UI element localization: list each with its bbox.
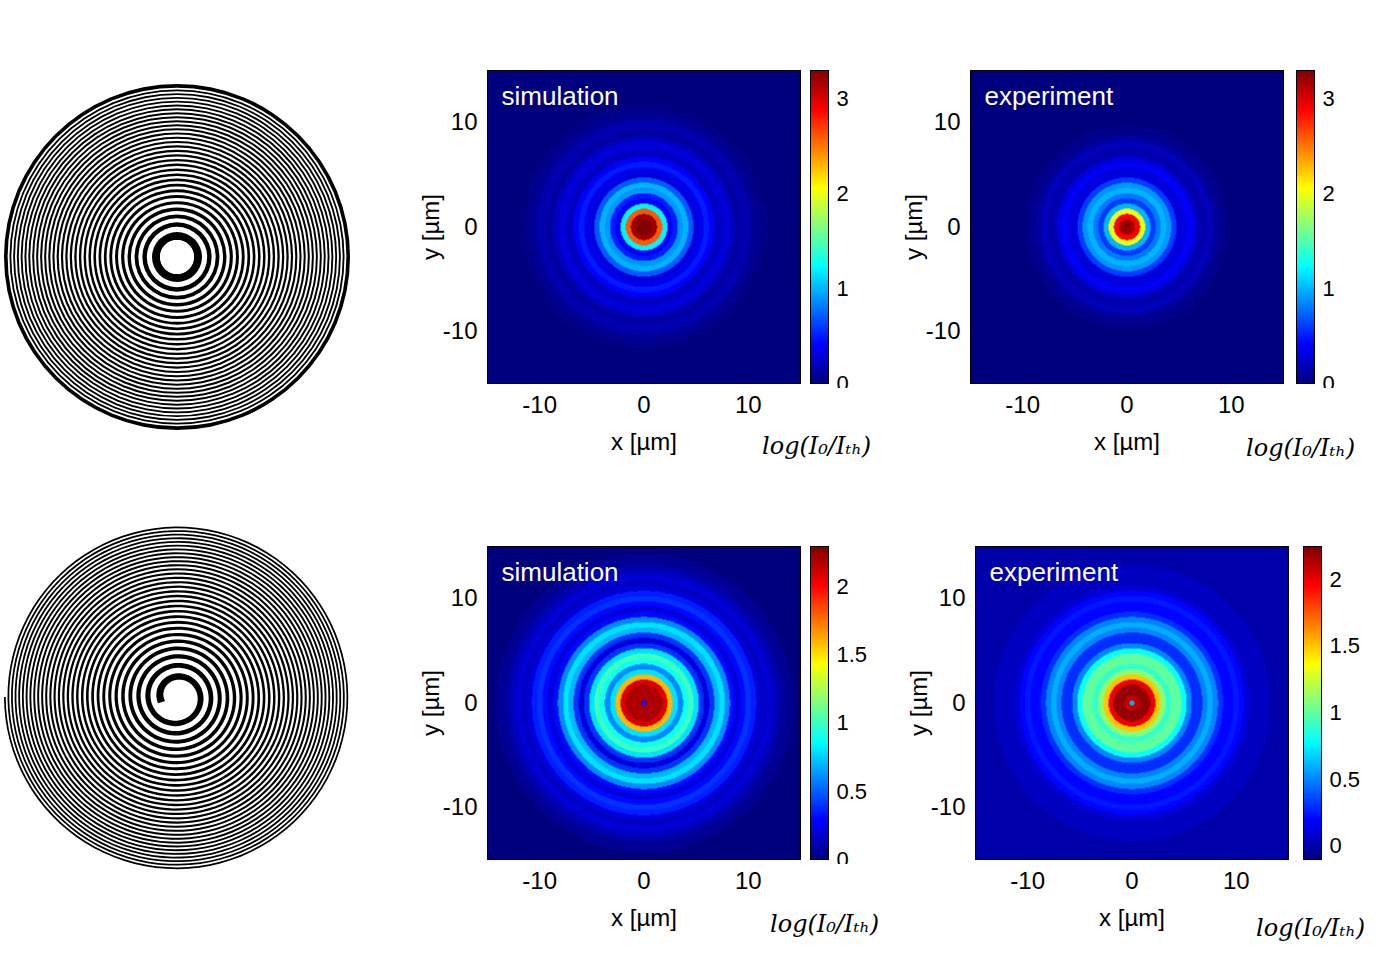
svg-text:1: 1 [1330, 700, 1342, 725]
svg-text:-10: -10 [443, 317, 478, 344]
svg-text:0: 0 [464, 689, 477, 716]
svg-text:0: 0 [952, 689, 965, 716]
svg-text:1: 1 [837, 710, 849, 735]
svg-text:0: 0 [837, 847, 849, 864]
svg-text:0: 0 [637, 867, 650, 894]
svg-text:-10: -10 [1005, 391, 1040, 418]
svg-text:x [µm]: x [µm] [1094, 428, 1160, 455]
svg-text:-10: -10 [522, 867, 557, 894]
svg-text:-10: -10 [926, 317, 961, 344]
svg-text:0: 0 [1330, 833, 1342, 858]
svg-text:10: 10 [934, 108, 961, 135]
svg-text:-10: -10 [931, 793, 966, 820]
svg-text:0.5: 0.5 [1330, 767, 1361, 792]
svg-text:0: 0 [637, 391, 650, 418]
svg-text:2: 2 [837, 181, 849, 206]
svg-text:-10: -10 [522, 391, 557, 418]
svg-text:y [µm]: y [µm] [905, 670, 932, 736]
svg-text:10: 10 [939, 584, 966, 611]
svg-text:-10: -10 [1010, 867, 1045, 894]
svg-text:0: 0 [837, 371, 849, 388]
svg-text:3: 3 [1323, 86, 1335, 111]
html-text:log(I₀/Iₜₕ): log(I₀/Iₜₕ) [1256, 914, 1366, 942]
svg-text:10: 10 [451, 584, 478, 611]
svg-text:simulation: simulation [502, 557, 619, 587]
html-text:log(I₀/Iₜₕ): log(I₀/Iₜₕ) [762, 432, 872, 460]
html-text:log(I₀/Iₜₕ): log(I₀/Iₜₕ) [770, 910, 880, 938]
svg-text:x [µm]: x [µm] [1099, 904, 1165, 931]
svg-text:10: 10 [451, 108, 478, 135]
svg-text:1: 1 [1323, 276, 1335, 301]
svg-text:2: 2 [1330, 567, 1342, 592]
svg-text:0: 0 [1323, 371, 1335, 388]
svg-text:10: 10 [735, 391, 762, 418]
svg-text:-10: -10 [443, 793, 478, 820]
svg-text:2: 2 [837, 574, 849, 599]
svg-text:1: 1 [837, 276, 849, 301]
svg-text:x [µm]: x [µm] [611, 904, 677, 931]
html-text:log(I₀/Iₜₕ): log(I₀/Iₜₕ) [1246, 434, 1356, 462]
svg-text:0.5: 0.5 [837, 778, 868, 803]
svg-text:10: 10 [735, 867, 762, 894]
svg-text:simulation: simulation [502, 81, 619, 111]
svg-text:10: 10 [1218, 391, 1245, 418]
svg-text:experiment: experiment [985, 81, 1114, 111]
svg-text:x [µm]: x [µm] [611, 428, 677, 455]
svg-text:1.5: 1.5 [837, 642, 868, 667]
svg-text:10: 10 [1223, 867, 1250, 894]
svg-text:2: 2 [1323, 181, 1335, 206]
svg-text:3: 3 [837, 86, 849, 111]
svg-text:y [µm]: y [µm] [417, 194, 444, 260]
svg-text:1.5: 1.5 [1330, 633, 1361, 658]
svg-text:experiment: experiment [990, 557, 1119, 587]
svg-text:0: 0 [947, 213, 960, 240]
svg-text:y [µm]: y [µm] [417, 670, 444, 736]
svg-text:0: 0 [1120, 391, 1133, 418]
svg-text:y [µm]: y [µm] [900, 194, 927, 260]
svg-text:0: 0 [1125, 867, 1138, 894]
svg-text:0: 0 [464, 213, 477, 240]
